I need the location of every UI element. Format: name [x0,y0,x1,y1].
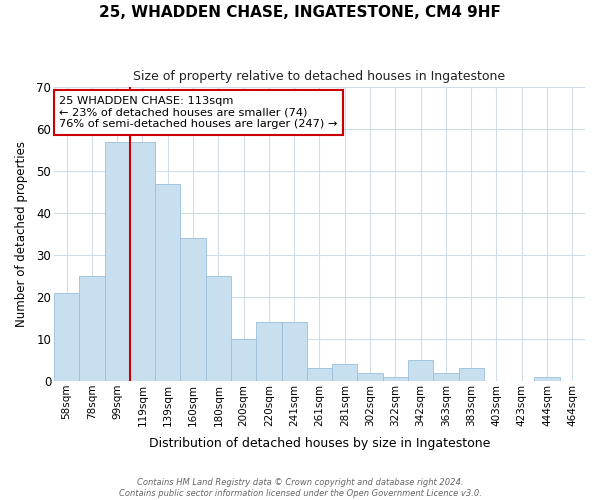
Bar [181,238,206,381]
Bar [332,364,358,381]
Text: Contains HM Land Registry data © Crown copyright and database right 2024.
Contai: Contains HM Land Registry data © Crown c… [119,478,481,498]
Bar [54,293,79,381]
Bar [206,276,231,381]
Bar [79,276,104,381]
Bar [281,322,307,381]
Bar [155,184,181,381]
Bar [130,142,155,381]
Bar [231,339,256,381]
Bar [383,377,408,381]
Bar [358,372,383,381]
Bar [535,377,560,381]
Text: 25, WHADDEN CHASE, INGATESTONE, CM4 9HF: 25, WHADDEN CHASE, INGATESTONE, CM4 9HF [99,5,501,20]
Bar [408,360,433,381]
Bar [458,368,484,381]
Bar [104,142,130,381]
X-axis label: Distribution of detached houses by size in Ingatestone: Distribution of detached houses by size … [149,437,490,450]
Text: 25 WHADDEN CHASE: 113sqm
← 23% of detached houses are smaller (74)
76% of semi-d: 25 WHADDEN CHASE: 113sqm ← 23% of detach… [59,96,338,129]
Y-axis label: Number of detached properties: Number of detached properties [15,141,28,327]
Bar [307,368,332,381]
Bar [256,322,281,381]
Bar [433,372,458,381]
Title: Size of property relative to detached houses in Ingatestone: Size of property relative to detached ho… [133,70,506,83]
